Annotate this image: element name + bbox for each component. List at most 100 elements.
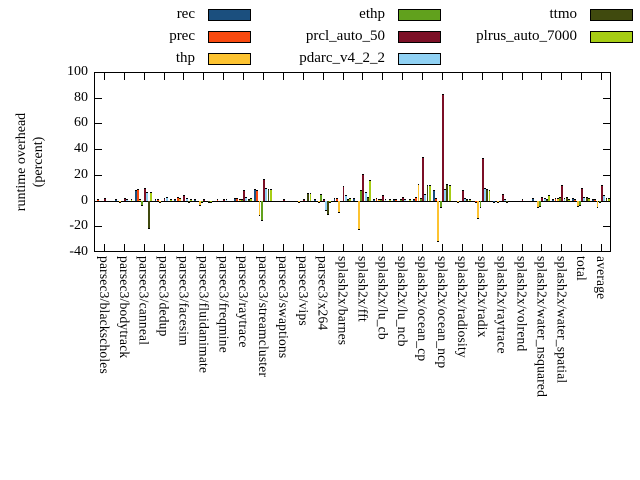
bar-thp	[258, 200, 261, 216]
x-tick-mark	[342, 244, 344, 251]
bar-rec	[552, 199, 555, 201]
bar-rec	[273, 200, 276, 202]
bar-prec	[455, 200, 457, 202]
legend-item-thp: thp	[30, 50, 251, 67]
bar-pdarc_v4_2_2	[305, 200, 307, 202]
bar-ttmo	[247, 199, 250, 201]
bar-ttmo	[486, 189, 489, 201]
bar-thp	[298, 200, 301, 204]
bar-prec	[156, 199, 159, 201]
bar-pdarc_v4_2_2	[444, 189, 447, 201]
bar-pdarc_v4_2_2	[464, 198, 466, 201]
y-tick-label: 0	[81, 192, 88, 208]
bar-prec	[415, 196, 418, 201]
bar-pdarc_v4_2_2	[285, 200, 288, 202]
bar-prec	[355, 200, 358, 202]
bar-plrus_auto_7000	[210, 200, 212, 204]
bar-pdarc_v4_2_2	[523, 200, 526, 202]
bar-plrus_auto_7000	[448, 185, 451, 201]
x-tick-mark	[581, 73, 583, 80]
bar-rec	[413, 199, 415, 201]
legend-label-prec: prec	[169, 28, 195, 44]
x-tick-mark	[243, 244, 245, 251]
y-axis-title: runtime overhead (percent)	[13, 62, 47, 262]
x-tick-mark	[601, 73, 603, 80]
bar-ttmo	[406, 200, 409, 202]
bar-prec	[395, 199, 398, 201]
legend-column: ethp prcl_auto_50 pdarc_v4_2_2	[220, 6, 441, 67]
x-tick-label: parsec3/blackscholes	[96, 256, 112, 374]
x-tick-label: parsec3/vips	[295, 256, 311, 326]
x-tick-mark	[422, 244, 424, 251]
bar-ethp	[598, 200, 601, 204]
x-tick-label: splash2x/ocean_cp	[415, 256, 431, 362]
bar-prec	[136, 189, 139, 201]
bar-prec	[296, 200, 298, 202]
bar-rec	[353, 198, 356, 201]
bar-thp	[198, 200, 201, 206]
bar-pdarc_v4_2_2	[364, 191, 367, 201]
bar-rec	[333, 198, 336, 201]
x-tick-mark	[561, 244, 563, 251]
bar-ttmo	[565, 196, 568, 201]
bar-pdarc_v4_2_2	[165, 196, 168, 201]
bar-ethp	[320, 194, 323, 201]
y-tick-mark	[95, 174, 102, 176]
x-tick-mark	[521, 244, 523, 251]
x-tick-label: splash2x/raytrace	[494, 256, 510, 354]
x-tick-mark	[382, 73, 384, 80]
bar-ttmo	[605, 198, 608, 201]
legend-label-rec: rec	[176, 6, 195, 22]
x-tick-mark	[163, 73, 165, 80]
legend-swatch-thp	[208, 52, 251, 65]
bar-rec	[134, 190, 137, 201]
x-tick-mark	[501, 244, 503, 251]
bar-rec	[393, 199, 396, 201]
bar-ttmo	[108, 200, 111, 202]
x-tick-mark	[362, 244, 364, 251]
bar-prcl_auto_50	[461, 190, 464, 201]
bar-prcl_auto_50	[541, 196, 544, 201]
legend-label-prcl_auto_50: prcl_auto_50	[305, 28, 385, 44]
y-tick-mark	[603, 72, 610, 73]
x-tick-mark	[103, 73, 105, 80]
x-tick-mark	[203, 73, 205, 80]
bar-prcl_auto_50	[382, 195, 385, 201]
bar-ttmo	[267, 189, 270, 201]
bar-plrus_auto_7000	[428, 185, 431, 201]
zero-axis-line	[94, 200, 611, 202]
x-tick-mark	[263, 73, 265, 80]
legend-item-prcl_auto_50: prcl_auto_50	[220, 28, 441, 45]
x-tick-mark	[581, 244, 583, 251]
bar-ethp	[101, 200, 104, 202]
x-tick-label: splash2x/barnes	[335, 256, 351, 346]
bar-ethp	[539, 200, 542, 207]
bar-thp	[417, 183, 420, 201]
bar-ethp	[340, 200, 343, 202]
bar-ttmo	[187, 200, 190, 204]
legend-label-ttmo: ttmo	[549, 6, 577, 22]
bar-thp	[218, 200, 221, 202]
y-tick-label: -20	[69, 218, 88, 234]
bar-plrus_auto_7000	[110, 200, 113, 202]
bar-pdarc_v4_2_2	[404, 199, 407, 201]
bar-ethp	[260, 200, 263, 222]
legend-column: rec prec thp	[30, 6, 251, 67]
bar-rec	[293, 200, 296, 202]
bar-ttmo	[585, 196, 588, 201]
bar-ethp	[578, 200, 581, 206]
bar-pdarc_v4_2_2	[424, 194, 427, 201]
x-tick-mark	[103, 244, 105, 251]
bar-ttmo	[446, 183, 449, 201]
y-tick-mark	[603, 174, 610, 176]
bar-ttmo	[386, 200, 389, 202]
legend-label-pdarc_v4_2_2: pdarc_v4_2_2	[299, 50, 385, 66]
bar-pdarc_v4_2_2	[563, 198, 566, 201]
bar-prec	[375, 198, 378, 201]
legend-swatch-ethp	[398, 8, 441, 21]
bar-ethp	[519, 200, 522, 202]
bar-prcl_auto_50	[441, 93, 444, 201]
bar-plrus_auto_7000	[230, 200, 232, 202]
x-tick-label: splash2x/lu_cb	[375, 256, 391, 340]
